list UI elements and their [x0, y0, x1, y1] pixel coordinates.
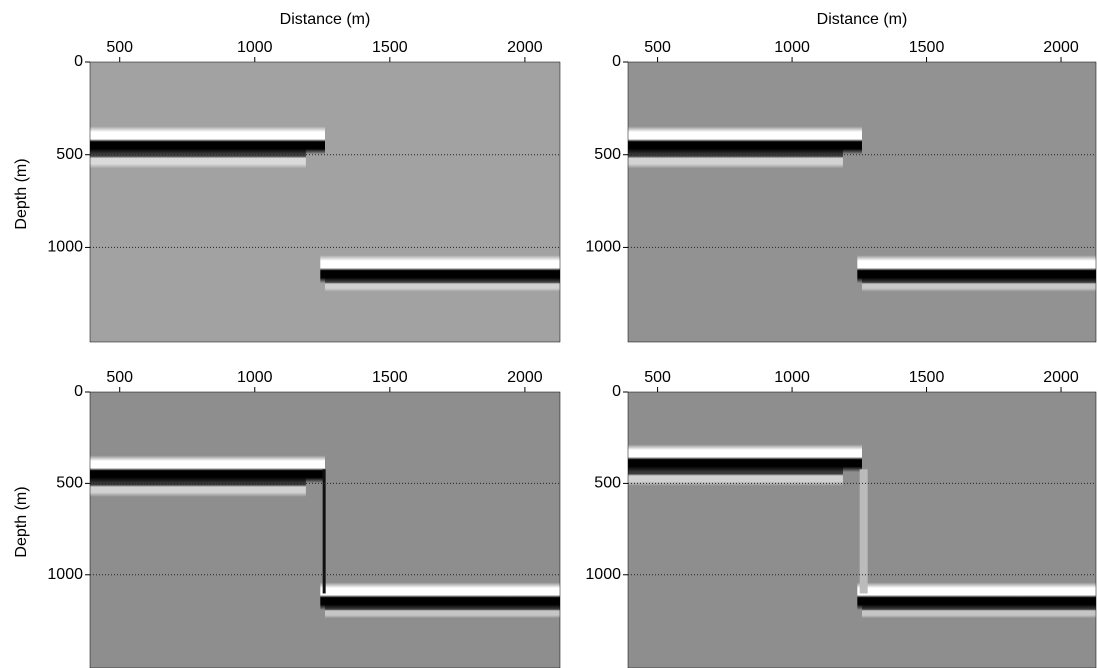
image-background: [628, 62, 1096, 342]
y-tick-label: 0: [74, 383, 83, 400]
seismic-image: [90, 392, 560, 668]
x-tick-label: 1500: [372, 39, 408, 56]
y-tick-label: 0: [612, 383, 621, 400]
reflector: [90, 146, 306, 169]
reflector: [862, 601, 1096, 619]
plot-frame: [627, 61, 1097, 343]
y-tick-label: 1000: [585, 239, 621, 256]
x-tick-label: 500: [106, 369, 133, 386]
reflector: [325, 601, 560, 619]
seismic-image: [90, 62, 560, 342]
x-tick-label: 500: [644, 39, 671, 56]
y-tick-label: 500: [56, 146, 83, 163]
x-tick-label: 1500: [909, 369, 945, 386]
reflector: [862, 274, 1096, 292]
x-tick-label: 2000: [1043, 369, 1079, 386]
plot-frame: [89, 61, 561, 343]
x-tick-label: 2000: [1043, 39, 1079, 56]
reflector: [628, 146, 843, 169]
plot-frame: [627, 391, 1097, 668]
x-axis-label: Distance (m): [817, 11, 908, 28]
seismic-image: [628, 392, 1096, 668]
x-tick-label: 1000: [774, 39, 810, 56]
reflector: [628, 463, 843, 486]
plot-frame: [89, 391, 561, 668]
x-tick-label: 1500: [372, 369, 408, 386]
x-tick-label: 1000: [237, 39, 273, 56]
y-tick-label: 500: [594, 146, 621, 163]
y-axis-label: Depth (m): [13, 486, 30, 557]
y-tick-label: 500: [56, 475, 83, 492]
fault: [322, 469, 326, 594]
y-tick-label: 1000: [47, 566, 83, 583]
reflector: [325, 274, 560, 292]
x-tick-label: 2000: [507, 39, 543, 56]
y-tick-label: 0: [612, 53, 621, 70]
image-background: [90, 62, 560, 342]
y-tick-label: 1000: [47, 239, 83, 256]
y-tick-label: 1000: [585, 566, 621, 583]
x-tick-label: 1500: [909, 39, 945, 56]
x-tick-label: 500: [644, 369, 671, 386]
seismic-image: [628, 62, 1096, 342]
x-axis-label: Distance (m): [280, 11, 371, 28]
x-tick-label: 1000: [774, 369, 810, 386]
y-axis-label: Depth (m): [13, 158, 30, 229]
y-tick-label: 500: [594, 475, 621, 492]
x-tick-label: 1000: [237, 369, 273, 386]
reflector: [90, 474, 306, 497]
y-tick-label: 0: [74, 53, 83, 70]
x-tick-label: 500: [106, 39, 133, 56]
fault: [859, 469, 868, 594]
x-tick-label: 2000: [507, 369, 543, 386]
